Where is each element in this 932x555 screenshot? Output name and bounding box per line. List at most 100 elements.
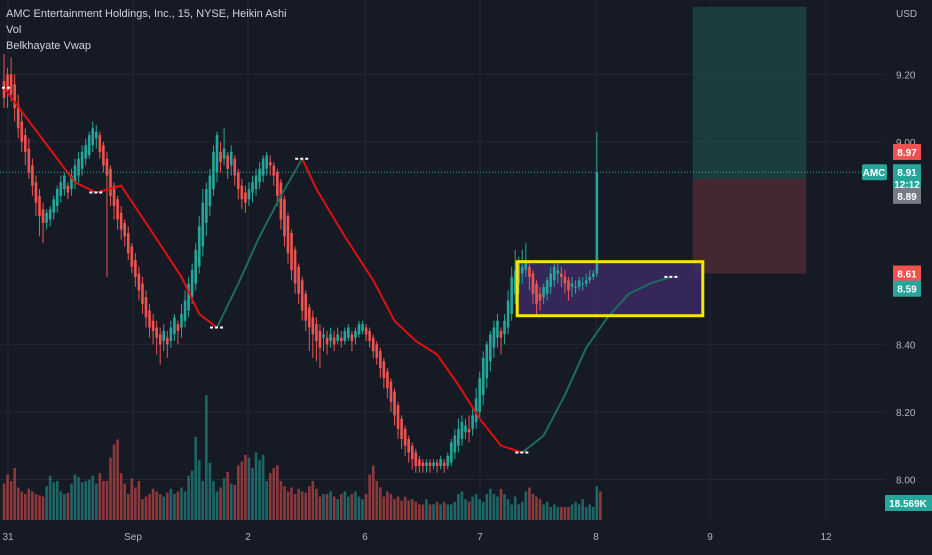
- candle-body[interactable]: [59, 182, 63, 196]
- candle-body[interactable]: [34, 182, 38, 203]
- candle-body[interactable]: [432, 462, 435, 466]
- candle-body[interactable]: [325, 337, 329, 345]
- candle-body[interactable]: [450, 442, 453, 463]
- candle-body[interactable]: [215, 135, 219, 173]
- candle-body[interactable]: [31, 165, 34, 186]
- candle-body[interactable]: [347, 327, 350, 338]
- position-stop-zone[interactable]: [692, 178, 807, 274]
- candle-body[interactable]: [460, 422, 464, 439]
- candle-body[interactable]: [570, 283, 574, 288]
- candle-body[interactable]: [368, 330, 371, 342]
- candle-body[interactable]: [535, 283, 538, 304]
- candle-body[interactable]: [560, 273, 563, 277]
- candle-body[interactable]: [105, 158, 109, 176]
- candle-body[interactable]: [258, 168, 261, 183]
- candle-body[interactable]: [237, 172, 240, 190]
- candle-body[interactable]: [517, 263, 521, 284]
- candle-body[interactable]: [24, 135, 27, 152]
- candle-body[interactable]: [229, 151, 233, 166]
- candle-body[interactable]: [528, 266, 531, 277]
- candle-body[interactable]: [521, 266, 524, 274]
- candle-body[interactable]: [457, 428, 460, 446]
- candle-body[interactable]: [315, 324, 318, 342]
- candle-body[interactable]: [169, 327, 173, 342]
- candle-body[interactable]: [478, 378, 481, 412]
- candle-body[interactable]: [158, 334, 162, 345]
- candle-body[interactable]: [435, 462, 439, 466]
- candle-body[interactable]: [300, 280, 304, 311]
- candle-body[interactable]: [190, 270, 194, 298]
- candle-body[interactable]: [339, 337, 343, 342]
- candle-body[interactable]: [595, 172, 599, 274]
- candle-body[interactable]: [499, 330, 503, 338]
- candle-body[interactable]: [308, 307, 311, 328]
- candle-body[interactable]: [350, 334, 354, 342]
- candle-body[interactable]: [329, 334, 332, 342]
- candle-body[interactable]: [155, 327, 158, 338]
- candle-body[interactable]: [343, 330, 347, 342]
- candle-body[interactable]: [98, 135, 102, 152]
- candle-body[interactable]: [180, 314, 183, 328]
- candle-body[interactable]: [254, 175, 258, 190]
- candle-body[interactable]: [222, 148, 226, 159]
- candle-body[interactable]: [290, 232, 293, 271]
- candle-body[interactable]: [2, 81, 6, 98]
- candle-body[interactable]: [126, 232, 130, 254]
- candle-body[interactable]: [13, 84, 16, 109]
- candle-body[interactable]: [293, 249, 297, 284]
- candle-body[interactable]: [144, 297, 148, 318]
- candle-body[interactable]: [194, 249, 197, 284]
- legend-vwap[interactable]: Belkhayate Vwap: [6, 40, 91, 52]
- candle-body[interactable]: [531, 273, 535, 294]
- candle-body[interactable]: [208, 175, 212, 206]
- candle-body[interactable]: [581, 283, 584, 285]
- candle-body[interactable]: [545, 280, 549, 294]
- candle-body[interactable]: [371, 337, 375, 352]
- candle-body[interactable]: [592, 273, 595, 277]
- candle-body[interactable]: [201, 202, 205, 247]
- candle-body[interactable]: [183, 300, 187, 321]
- candle-body[interactable]: [276, 172, 279, 196]
- candle-body[interactable]: [41, 209, 45, 223]
- candle-body[interactable]: [357, 324, 361, 335]
- candle-body[interactable]: [162, 330, 166, 342]
- candle-body[interactable]: [414, 452, 418, 466]
- candle-body[interactable]: [410, 445, 414, 460]
- candle-body[interactable]: [226, 155, 229, 169]
- candle-body[interactable]: [123, 222, 126, 237]
- candle-body[interactable]: [137, 273, 141, 291]
- candle-body[interactable]: [492, 327, 496, 348]
- candle-body[interactable]: [20, 121, 24, 142]
- candle-body[interactable]: [396, 405, 400, 429]
- candle-body[interactable]: [489, 334, 492, 362]
- candle-body[interactable]: [116, 199, 119, 220]
- candle-body[interactable]: [55, 189, 59, 206]
- candle-body[interactable]: [442, 462, 446, 466]
- candle-body[interactable]: [332, 337, 336, 345]
- candle-body[interactable]: [513, 270, 517, 294]
- candle-body[interactable]: [286, 216, 290, 254]
- candle-body[interactable]: [119, 212, 123, 230]
- candle-body[interactable]: [261, 158, 265, 176]
- candle-body[interactable]: [63, 175, 66, 190]
- candle-body[interactable]: [574, 287, 577, 289]
- candle-body[interactable]: [563, 276, 567, 284]
- candle-body[interactable]: [70, 175, 73, 190]
- candle-body[interactable]: [212, 151, 215, 190]
- candle-body[interactable]: [556, 270, 560, 274]
- candle-body[interactable]: [474, 398, 478, 423]
- legend-volume[interactable]: Vol: [6, 24, 22, 36]
- candle-body[interactable]: [166, 337, 169, 345]
- candle-body[interactable]: [400, 418, 403, 439]
- candle-body[interactable]: [265, 155, 268, 169]
- candle-body[interactable]: [187, 283, 190, 311]
- candle-body[interactable]: [6, 74, 9, 92]
- candle-body[interactable]: [588, 276, 592, 281]
- candle-body[interactable]: [510, 276, 513, 315]
- candle-body[interactable]: [279, 182, 283, 220]
- candle-body[interactable]: [485, 344, 489, 379]
- candle-body[interactable]: [471, 415, 474, 429]
- candle-body[interactable]: [38, 195, 41, 217]
- candle-body[interactable]: [311, 317, 315, 335]
- candle-body[interactable]: [428, 462, 432, 466]
